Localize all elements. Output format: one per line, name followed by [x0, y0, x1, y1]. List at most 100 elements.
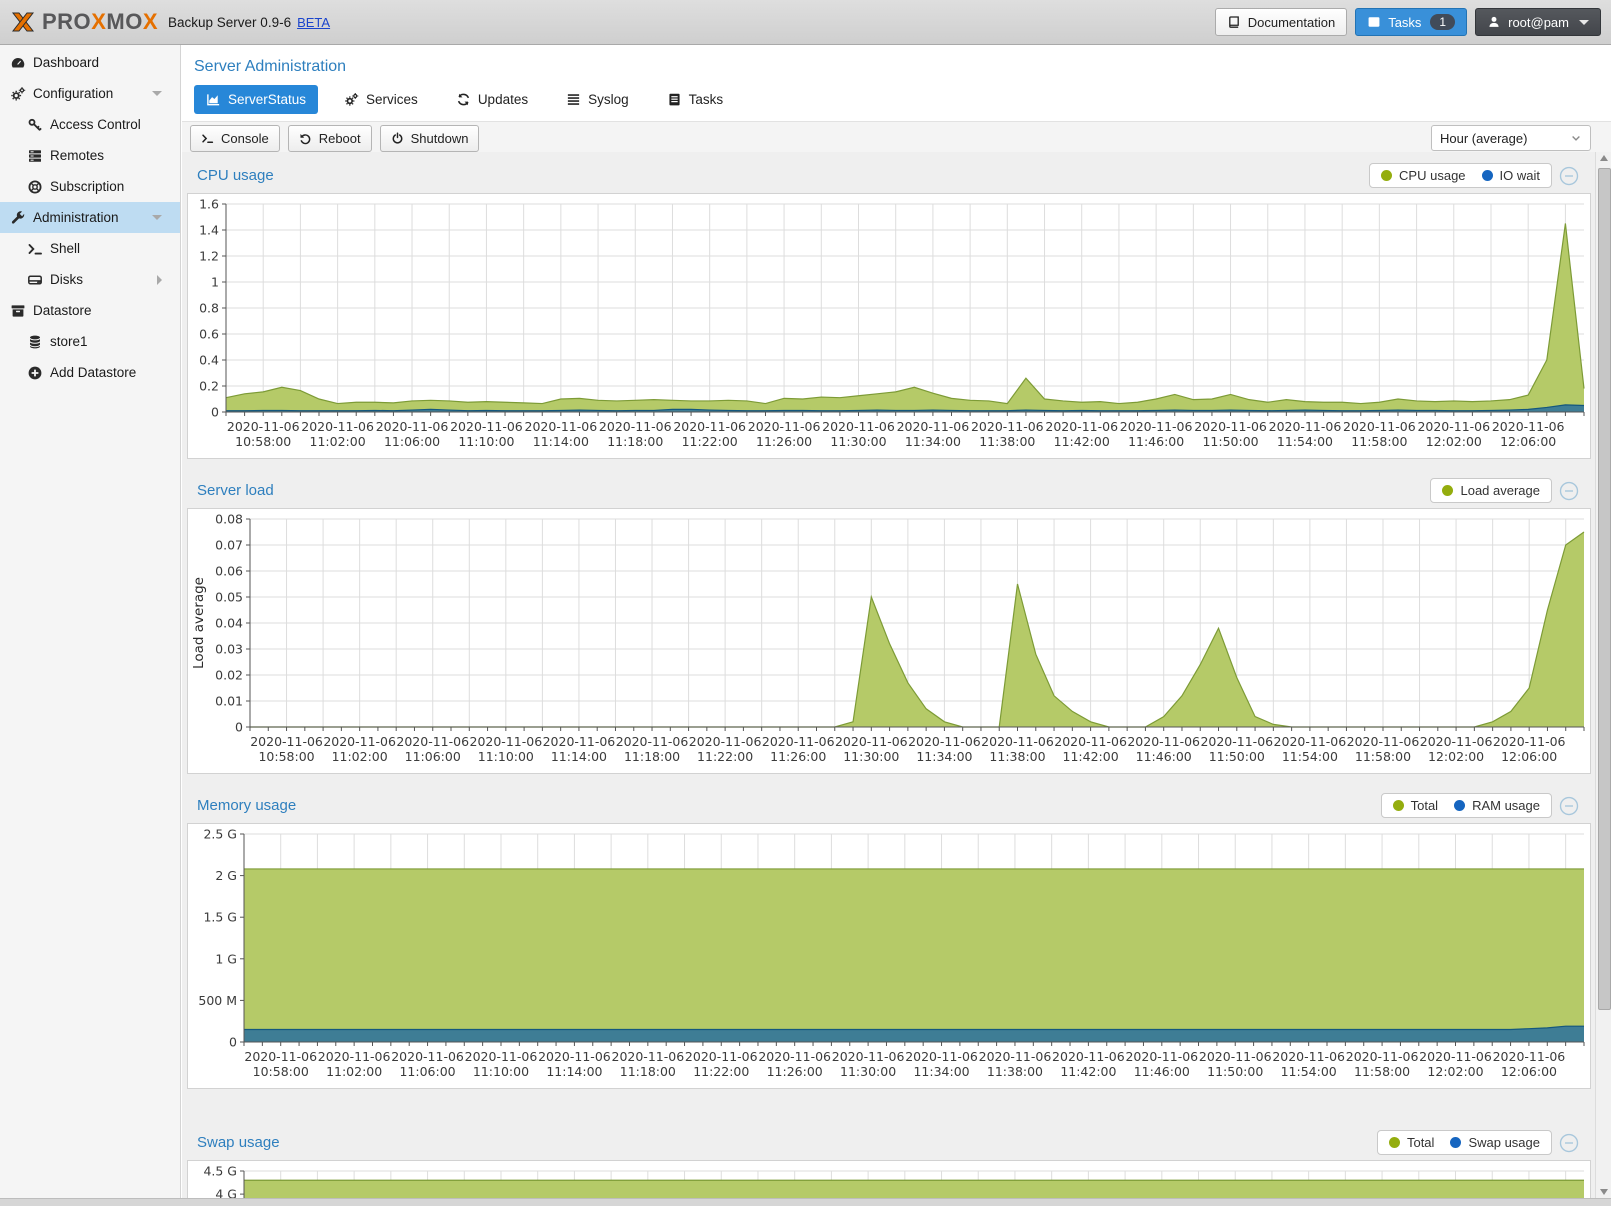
svg-text:11:58:00: 11:58:00	[1354, 1064, 1410, 1079]
sidebar-item-subscription[interactable]: Subscription	[0, 171, 180, 202]
server-load-chart: 0 0.01 0.02 0.03 0.04 0.05 0.06 0.07 0.08 2020-11…	[191, 512, 1585, 764]
legend-dot-icon	[1392, 800, 1404, 811]
chart-legend[interactable]: Load average	[1430, 478, 1552, 503]
svg-text:11:50:00: 11:50:00	[1209, 749, 1265, 764]
sidebar-item-label: Remotes	[50, 148, 105, 163]
caret-down-icon[interactable]	[152, 91, 162, 96]
svg-text:11:14:00: 11:14:00	[551, 749, 607, 764]
sidebar-item-datastore[interactable]: Datastore	[0, 295, 180, 326]
sidebar-item-add-datastore[interactable]: Add Datastore	[0, 357, 180, 388]
legend-item[interactable]: Total	[1388, 1135, 1434, 1150]
user-menu-button[interactable]: root@pam	[1475, 8, 1601, 36]
legend-dot-icon	[1481, 170, 1493, 181]
beta-link[interactable]: BETA	[297, 14, 331, 30]
gears-icon	[344, 92, 359, 107]
legend-item[interactable]: CPU usage	[1381, 168, 1466, 183]
tasks-button[interactable]: Tasks 1	[1355, 8, 1468, 36]
panel-memory-usage: Memory usage Total RAM usage 0 500 M 1 G 1.5 G…	[187, 788, 1591, 1089]
vertical-scrollbar[interactable]	[1595, 152, 1611, 1198]
svg-text:11:30:00: 11:30:00	[843, 749, 899, 764]
panel-cpu-usage: CPU usage CPU usage IO wait 0 0.2 0.4 0.6 0.8 1 1…	[187, 158, 1591, 459]
svg-text:11:22:00: 11:22:00	[693, 1064, 749, 1079]
svg-text:11:54:00: 11:54:00	[1282, 749, 1338, 764]
tab-tasks[interactable]: Tasks	[655, 85, 736, 114]
svg-text:2020-11-06: 2020-11-06	[1492, 419, 1565, 434]
tab-syslog[interactable]: Syslog	[554, 85, 641, 114]
sidebar-item-access-control[interactable]: Access Control	[0, 109, 180, 140]
tab-label: Tasks	[688, 92, 724, 107]
panel-header: CPU usage CPU usage IO wait	[187, 158, 1591, 193]
brand-text: PROXMOX	[42, 9, 159, 34]
svg-text:0.07: 0.07	[215, 538, 243, 553]
sidebar-item-disks[interactable]: Disks	[0, 264, 180, 295]
legend-item[interactable]: IO wait	[1481, 168, 1540, 183]
sidebar-item-store1[interactable]: store1	[0, 326, 180, 357]
svg-text:2020-11-06: 2020-11-06	[1274, 734, 1347, 749]
svg-text:11:26:00: 11:26:00	[767, 1064, 823, 1079]
tab-serverstatus[interactable]: ServerStatus	[194, 85, 319, 114]
legend-dot-icon	[1381, 170, 1393, 181]
timeframe-value: Hour (average)	[1440, 130, 1528, 146]
scrollbar-thumb[interactable]	[1598, 168, 1611, 1010]
sidebar-item-shell[interactable]: Shell	[0, 233, 180, 264]
tab-bar: ServerStatus Services Updates Syslog Tasks	[194, 85, 1611, 114]
svg-text:2020-11-06: 2020-11-06	[1343, 419, 1416, 434]
shutdown-button[interactable]: Shutdown	[379, 124, 480, 152]
svg-text:2020-11-06: 2020-11-06	[616, 734, 689, 749]
tab-updates[interactable]: Updates	[444, 85, 540, 114]
proxmox-logo: PROXMOX	[10, 9, 158, 35]
chart-legend[interactable]: CPU usage IO wait	[1369, 163, 1552, 188]
svg-text:2020-11-06: 2020-11-06	[748, 419, 821, 434]
sidebar-item-configuration[interactable]: Configuration	[0, 78, 180, 109]
caret-right-icon[interactable]	[157, 274, 162, 285]
chart-legend[interactable]: Total RAM usage	[1380, 793, 1552, 818]
database-icon	[27, 334, 43, 350]
collapse-panel-button[interactable]	[1559, 796, 1579, 816]
svg-text:11:06:00: 11:06:00	[405, 749, 461, 764]
legend-item[interactable]: Total	[1392, 798, 1438, 813]
sidebar-item-administration[interactable]: Administration	[0, 202, 180, 233]
svg-text:11:02:00: 11:02:00	[310, 434, 366, 449]
console-button[interactable]: Console	[190, 124, 280, 152]
svg-text:11:50:00: 11:50:00	[1202, 434, 1258, 449]
svg-text:11:18:00: 11:18:00	[624, 749, 680, 764]
svg-text:2020-11-06: 2020-11-06	[908, 734, 981, 749]
svg-text:0.02: 0.02	[215, 668, 243, 683]
svg-text:2020-11-06: 2020-11-06	[1194, 419, 1267, 434]
tab-services[interactable]: Services	[332, 85, 430, 114]
legend-item[interactable]: Load average	[1442, 483, 1540, 498]
svg-text:2020-11-06: 2020-11-06	[465, 1049, 538, 1064]
scroll-down-arrow-icon[interactable]	[1600, 1189, 1608, 1195]
svg-text:0.6: 0.6	[199, 327, 219, 342]
svg-text:0.04: 0.04	[215, 616, 243, 631]
chevron-down-icon	[1570, 132, 1582, 144]
chart-legend[interactable]: Total Swap usage	[1376, 1130, 1552, 1155]
collapse-panel-button[interactable]	[1559, 481, 1579, 501]
legend-dot-icon	[1388, 1137, 1400, 1148]
tab-label: ServerStatus	[228, 92, 307, 107]
book-icon	[1227, 15, 1241, 29]
svg-text:2020-11-06: 2020-11-06	[250, 734, 323, 749]
reboot-button[interactable]: Reboot	[287, 124, 372, 152]
legend-item[interactable]: Swap usage	[1450, 1135, 1540, 1150]
svg-text:2.5 G: 2.5 G	[203, 827, 237, 842]
svg-text:12:02:00: 12:02:00	[1428, 749, 1484, 764]
svg-text:2020-11-06: 2020-11-06	[897, 419, 970, 434]
documentation-label: Documentation	[1247, 14, 1336, 30]
svg-text:11:02:00: 11:02:00	[332, 749, 388, 764]
timeframe-select[interactable]: Hour (average)	[1431, 125, 1591, 151]
svg-text:0.01: 0.01	[215, 694, 243, 709]
documentation-button[interactable]: Documentation	[1214, 8, 1348, 36]
legend-item[interactable]: RAM usage	[1454, 798, 1540, 813]
svg-text:11:42:00: 11:42:00	[1063, 749, 1119, 764]
svg-text:0: 0	[229, 1035, 237, 1050]
scroll-up-arrow-icon[interactable]	[1600, 155, 1608, 161]
refresh-icon	[456, 92, 471, 107]
sidebar-item-remotes[interactable]: Remotes	[0, 140, 180, 171]
caret-down-icon[interactable]	[152, 215, 162, 220]
collapse-panel-button[interactable]	[1559, 1133, 1579, 1153]
sidebar-item-dashboard[interactable]: Dashboard	[0, 47, 180, 78]
collapse-panel-button[interactable]	[1559, 166, 1579, 186]
